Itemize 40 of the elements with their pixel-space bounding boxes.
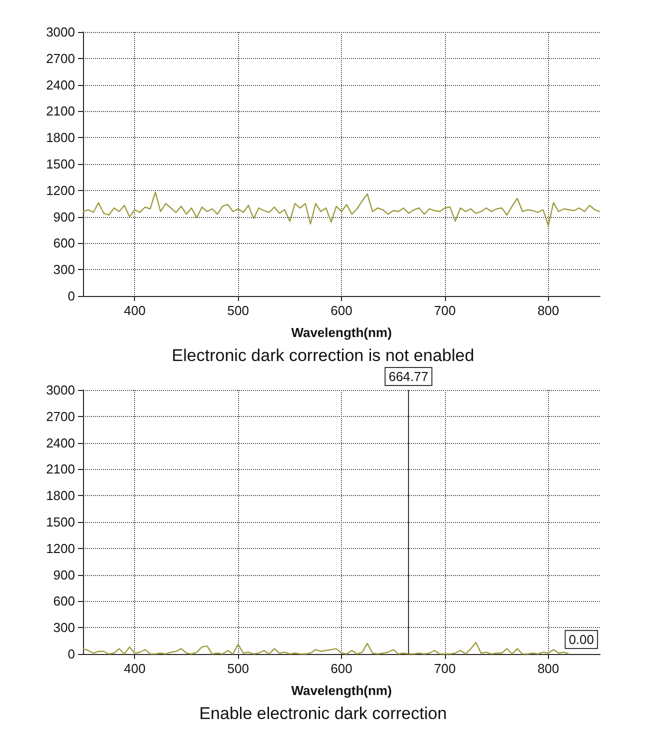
y-tick-label: 3000 — [46, 24, 75, 40]
x-tick-label: 600 — [330, 303, 352, 318]
y-tick-label: 1200 — [46, 540, 75, 556]
y-tick-label: 600 — [53, 594, 75, 609]
y-tick-label: 0 — [68, 646, 75, 662]
text: Enable electronic dark correction — [199, 704, 447, 723]
y-tick-label: 0 — [68, 288, 75, 304]
y-tick-label: 600 — [53, 236, 75, 251]
y-tick-label: 1800 — [46, 488, 75, 504]
x-tick-label: 800 — [537, 661, 560, 676]
ref-line-label: 664.77 — [388, 369, 428, 384]
x-tick-label: 400 — [124, 661, 146, 676]
y-tick-label: 2100 — [46, 462, 75, 477]
y-tick-label: 1500 — [46, 156, 75, 172]
x-tick-label: 400 — [124, 303, 146, 318]
text: Electronic dark correction is not enabled — [172, 346, 474, 365]
x-axis-title: Wavelength(nm) — [291, 683, 392, 698]
line-series — [82, 642, 570, 655]
line-series — [82, 192, 601, 226]
y-tick-label: 2700 — [46, 408, 75, 424]
y-tick-label: 300 — [53, 620, 75, 636]
x-tick-label: 600 — [330, 661, 352, 676]
y-tick-label: 3000 — [46, 382, 75, 398]
y-tick-label: 900 — [53, 209, 75, 224]
y-tick-label: 1200 — [46, 182, 75, 198]
annotation: 0.00 — [568, 632, 594, 647]
x-tick-label: 500 — [227, 661, 249, 676]
y-tick-label: 2400 — [46, 77, 75, 92]
x-tick-label: 800 — [537, 303, 560, 318]
x-tick-label: 700 — [434, 303, 456, 318]
y-tick-label: 300 — [53, 262, 75, 278]
y-tick-label: 2700 — [46, 50, 75, 66]
x-axis-title: Wavelength(nm) — [291, 325, 392, 340]
y-tick-label: 1500 — [46, 514, 75, 530]
y-tick-label: 2100 — [46, 104, 75, 119]
y-tick-label: 2400 — [46, 435, 75, 450]
x-tick-label: 700 — [434, 661, 456, 676]
y-tick-label: 900 — [53, 567, 75, 582]
x-tick-label: 500 — [227, 303, 249, 318]
y-tick-label: 1800 — [46, 130, 75, 146]
